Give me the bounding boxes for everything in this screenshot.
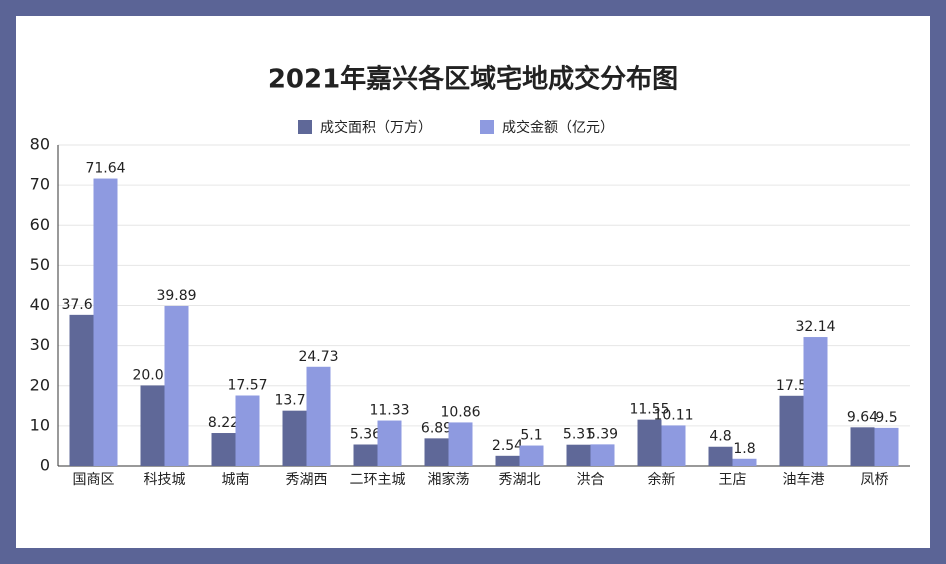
value-label: 71.64 xyxy=(85,161,125,177)
legend-label: 成交金额（亿元） xyxy=(502,119,614,136)
bar xyxy=(732,458,757,466)
bar xyxy=(850,427,875,466)
y-tick-label: 40 xyxy=(30,295,50,314)
value-label: 5.31 xyxy=(563,427,594,443)
bar xyxy=(448,422,473,466)
value-label: 11.55 xyxy=(629,402,669,418)
value-label: 32.14 xyxy=(795,319,835,335)
y-tick-label: 70 xyxy=(30,175,50,194)
bar xyxy=(661,425,686,466)
y-tick-label: 0 xyxy=(40,456,50,475)
bar xyxy=(495,455,520,466)
value-label: 9.5 xyxy=(875,410,897,426)
x-tick-label: 二环主城 xyxy=(350,472,406,488)
x-tick-label: 王店 xyxy=(719,472,747,488)
value-label: 39.89 xyxy=(156,288,196,304)
value-label: 9.64 xyxy=(847,409,878,425)
bar xyxy=(164,305,189,466)
value-label: 1.8 xyxy=(733,441,755,457)
value-label: 5.39 xyxy=(587,426,618,442)
value-label: 2.54 xyxy=(492,438,523,454)
bar xyxy=(353,444,378,466)
bar xyxy=(377,420,402,466)
bar xyxy=(306,366,331,466)
x-tick-label: 国商区 xyxy=(73,472,115,488)
bar xyxy=(637,419,662,466)
value-label: 5.36 xyxy=(350,426,381,442)
value-label: 20.08 xyxy=(132,367,172,383)
legend-swatch xyxy=(298,120,312,134)
value-label: 17.57 xyxy=(227,378,267,394)
value-label: 24.73 xyxy=(298,349,338,365)
bar xyxy=(708,446,733,466)
value-label: 13.79 xyxy=(274,393,314,409)
x-tick-label: 洪合 xyxy=(577,472,605,488)
value-label: 10.11 xyxy=(653,407,693,423)
value-label: 11.33 xyxy=(369,403,409,419)
bar xyxy=(424,438,449,466)
y-tick-label: 80 xyxy=(30,135,50,154)
legend-swatch xyxy=(480,120,494,134)
chart-background xyxy=(16,16,930,548)
value-label: 17.5 xyxy=(776,378,807,394)
bar xyxy=(519,445,544,466)
value-label: 37.67 xyxy=(61,297,101,313)
bar xyxy=(69,314,94,466)
value-label: 4.8 xyxy=(709,429,731,445)
x-tick-label: 科技城 xyxy=(144,472,186,488)
y-tick-label: 60 xyxy=(30,215,50,234)
y-tick-label: 30 xyxy=(30,335,50,354)
x-tick-label: 余新 xyxy=(648,471,676,488)
bar xyxy=(803,337,828,466)
value-label: 6.89 xyxy=(421,420,452,436)
y-tick-label: 50 xyxy=(30,255,50,274)
x-tick-label: 城南 xyxy=(222,472,250,488)
x-tick-label: 湘家荡 xyxy=(428,471,470,488)
x-tick-label: 油车港 xyxy=(783,471,825,488)
chart-title: 2021年嘉兴各区域宅地成交分布图 xyxy=(268,64,678,95)
y-tick-label: 10 xyxy=(30,415,50,434)
x-tick-label: 秀湖西 xyxy=(286,472,328,488)
x-tick-label: 凤桥 xyxy=(861,472,889,488)
bar xyxy=(566,444,591,466)
bar xyxy=(211,433,236,466)
bar xyxy=(590,444,615,466)
value-label: 10.86 xyxy=(440,404,480,420)
bar xyxy=(874,427,899,466)
bar xyxy=(282,410,307,466)
bar xyxy=(779,395,804,466)
y-tick-label: 20 xyxy=(30,375,50,394)
legend-label: 成交面积（万方） xyxy=(320,119,432,136)
bar xyxy=(235,395,260,466)
value-label: 5.1 xyxy=(520,428,542,444)
bar xyxy=(140,385,165,466)
x-tick-label: 秀湖北 xyxy=(499,472,541,488)
bar xyxy=(93,178,118,466)
value-label: 8.22 xyxy=(208,415,239,431)
